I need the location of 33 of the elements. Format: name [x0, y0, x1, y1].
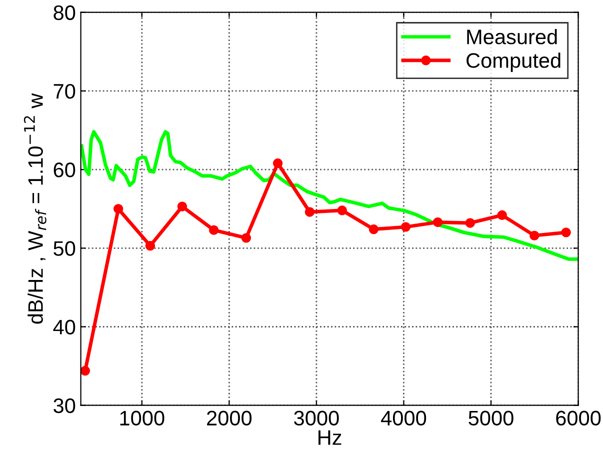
line-series [80, 130, 578, 261]
y-tick-label: 80 [54, 5, 76, 20]
point [272, 158, 283, 168]
point [337, 206, 347, 216]
legend-label: Computed [466, 52, 560, 72]
point [177, 202, 188, 212]
point [497, 210, 507, 220]
point [241, 233, 252, 243]
legend-label: Measured [467, 29, 557, 44]
y-tick-label: 70 [54, 84, 76, 99]
point [368, 224, 379, 234]
point [561, 228, 571, 238]
point [113, 204, 124, 214]
x-tick-label: 1000 [120, 410, 164, 426]
point [530, 230, 540, 240]
y-tick-label: 40 [53, 320, 76, 335]
point [400, 222, 411, 232]
y-tick-label: 60 [54, 162, 76, 178]
point [304, 207, 315, 217]
point [465, 218, 476, 228]
point [145, 240, 156, 251]
x-tick-label: 4000 [381, 410, 426, 426]
x-tick-label: 6000 [556, 410, 601, 426]
y-tick-label: 50 [54, 241, 76, 256]
point [80, 366, 90, 376]
x-tick-label: 5000 [468, 410, 514, 426]
y-axis-title: dB/Hz , W$_{ref}$ = 1.10$^{−12}$ w [24, 93, 46, 324]
x-axis-title: Hz [318, 430, 342, 445]
point [432, 217, 443, 228]
x-tick-label: 3000 [294, 410, 339, 426]
point [208, 225, 219, 235]
x-tick-label: 2000 [207, 410, 252, 426]
y-tick-label: 30 [54, 398, 76, 414]
